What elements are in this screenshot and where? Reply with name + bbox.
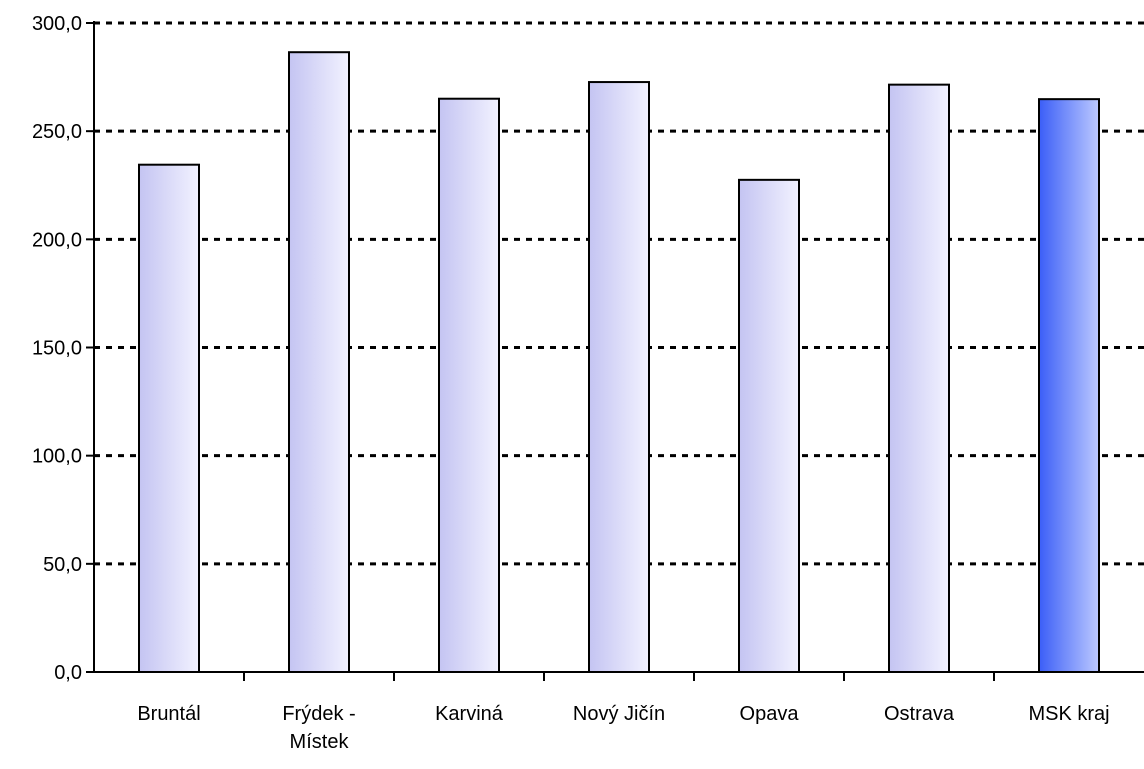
bar-2	[438, 97, 500, 673]
bars	[138, 51, 1100, 673]
y-tick-label: 250,0	[32, 121, 82, 143]
tick-labels: 0,0 50,0 100,0 150,0 200,0 250,0 300,0 Bruntál F…	[32, 13, 1110, 753]
y-tick-label: 50,0	[43, 554, 82, 576]
x-tick-label: Opava	[740, 703, 800, 725]
y-tick-label: 300,0	[32, 13, 82, 35]
x-tick-label: Ostrava	[884, 703, 955, 725]
bar-1	[288, 51, 350, 673]
x-tick-label: Karviná	[435, 703, 504, 725]
x-tick-label: MSK kraj	[1028, 703, 1109, 725]
bar-6	[1038, 98, 1100, 673]
bar-5	[888, 83, 950, 673]
y-tick-label: 100,0	[32, 446, 82, 468]
x-tick-label: Frýdek -Místek	[282, 703, 355, 753]
y-tick-label: 0,0	[54, 662, 82, 684]
bar-3	[588, 81, 650, 673]
bar-4	[738, 178, 800, 673]
x-tick-label: Bruntál	[137, 703, 200, 725]
axes	[86, 21, 1144, 681]
y-tick-label: 200,0	[32, 229, 82, 251]
bar-0	[138, 163, 200, 673]
x-tick-label: Nový Jičín	[573, 703, 665, 725]
y-tick-label: 150,0	[32, 338, 82, 360]
